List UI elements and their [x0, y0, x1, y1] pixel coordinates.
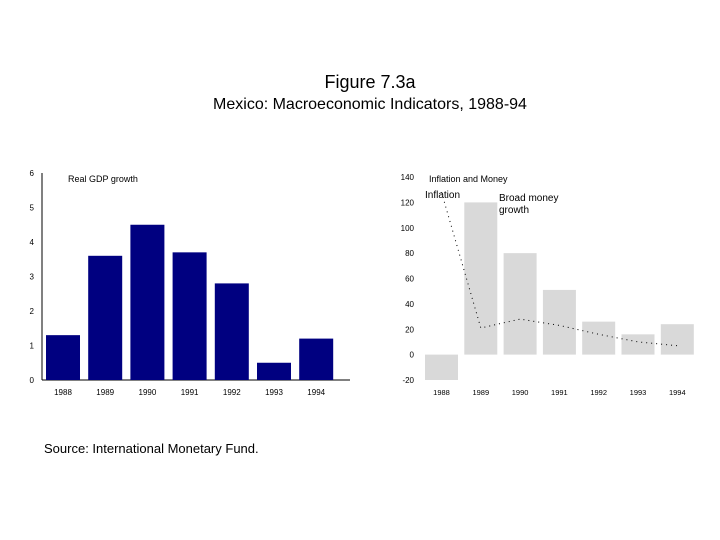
money-x-tick: 1989 — [472, 388, 489, 397]
gdp-bar — [46, 335, 80, 380]
money-y-tick: 60 — [405, 275, 414, 284]
money-bar — [425, 354, 458, 380]
money-bar — [660, 324, 694, 355]
gdp-bar — [257, 362, 291, 380]
gdp-y-tick: 1 — [30, 342, 35, 351]
money-x-tick: 1992 — [590, 388, 607, 397]
gdp-x-tick: 1993 — [265, 388, 283, 397]
money-x-tick: 1988 — [433, 388, 450, 397]
money-y-tick: 80 — [405, 249, 414, 258]
gdp-x-tick: 1989 — [96, 388, 114, 397]
gdp-bar — [130, 224, 165, 380]
gdp-bar — [88, 255, 123, 380]
gdp-x-tick: 1990 — [139, 388, 157, 397]
money-y-tick: 120 — [401, 198, 415, 207]
figure-title: Figure 7.3a — [324, 72, 416, 92]
broad-money-legend-label-line1: Broad money — [499, 193, 558, 204]
gdp-bars — [46, 224, 334, 380]
gdp-bar — [299, 338, 334, 380]
money-x-tick: 1991 — [551, 388, 568, 397]
inflation-money-chart: Inflation and Money -20 0 20 40 60 80 100 120 14… — [401, 173, 694, 397]
gdp-y-tick: 4 — [30, 238, 35, 247]
money-y-tick: 0 — [410, 351, 415, 360]
gdp-bar — [172, 252, 207, 380]
inflation-legend-label: Inflation — [425, 190, 460, 201]
gdp-growth-chart: Real GDP growth 0 1 2 3 4 5 6 1988 1989 1990 1991… — [30, 169, 350, 397]
money-chart-title: Inflation and Money — [429, 174, 508, 184]
money-x-tick-labels: 1988 1989 1990 1991 1992 1993 1994 — [433, 388, 685, 397]
gdp-bar — [214, 283, 249, 380]
gdp-x-tick-labels: 1988 1989 1990 1991 1992 1993 1994 — [54, 388, 326, 397]
money-y-tick: 100 — [401, 224, 415, 233]
gdp-x-tick: 1991 — [181, 388, 199, 397]
money-y-tick-labels: -20 0 20 40 60 80 100 120 140 — [401, 173, 415, 385]
money-y-tick: -20 — [402, 376, 414, 385]
money-y-tick: 140 — [401, 173, 415, 182]
money-bar — [542, 289, 576, 355]
gdp-y-tick: 5 — [30, 204, 35, 213]
money-bar — [503, 253, 537, 355]
gdp-x-tick: 1992 — [223, 388, 241, 397]
money-bar — [464, 202, 498, 355]
money-y-tick: 20 — [405, 325, 414, 334]
gdp-y-tick: 3 — [30, 273, 35, 282]
gdp-y-tick: 2 — [30, 307, 35, 316]
money-x-tick: 1993 — [630, 388, 647, 397]
broad-money-legend-label-line2: growth — [499, 205, 529, 216]
gdp-y-tick-labels: 0 1 2 3 4 5 6 — [30, 169, 35, 385]
money-bar — [582, 321, 616, 355]
money-x-tick: 1994 — [669, 388, 686, 397]
source-note: Source: International Monetary Fund. — [44, 441, 259, 456]
money-x-tick: 1990 — [512, 388, 529, 397]
money-bars — [425, 202, 694, 380]
gdp-chart-title: Real GDP growth — [68, 174, 138, 184]
figure-subtitle: Mexico: Macroeconomic Indicators, 1988-9… — [213, 96, 527, 113]
gdp-x-tick: 1994 — [307, 388, 325, 397]
gdp-x-tick: 1988 — [54, 388, 72, 397]
gdp-y-tick: 0 — [30, 376, 35, 385]
money-y-tick: 40 — [405, 300, 414, 309]
gdp-y-tick: 6 — [30, 169, 35, 178]
money-bar — [621, 334, 655, 355]
